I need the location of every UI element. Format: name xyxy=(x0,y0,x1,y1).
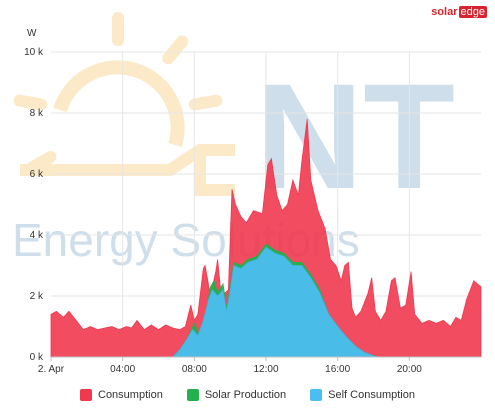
sun-arc xyxy=(53,60,185,148)
x-tick-label: 12:00 xyxy=(253,364,278,375)
brand-part-1: solar xyxy=(431,6,458,18)
chart-areas xyxy=(50,119,482,358)
legend-swatch xyxy=(310,389,323,401)
sun-plug-watermark-icon xyxy=(13,12,235,196)
sun-ray xyxy=(162,35,189,65)
y-tick-label: 6 k xyxy=(30,169,44,180)
y-tick-label: 4 k xyxy=(30,230,44,241)
y-tick-label: 0 k xyxy=(30,352,44,363)
sun-ray xyxy=(25,151,57,174)
legend-label: Self Consumption xyxy=(328,389,415,401)
y-tick-label: 2 k xyxy=(30,291,44,302)
sun-ray xyxy=(13,94,48,111)
plug-shape xyxy=(20,144,235,196)
brand-part-2: edge xyxy=(458,6,487,18)
legend-item-self-consumption[interactable]: Self Consumption xyxy=(310,389,415,401)
x-tick-label: 20:00 xyxy=(397,364,422,375)
x-tick-label: 16:00 xyxy=(325,364,350,375)
legend-swatch xyxy=(80,389,92,401)
area-self-consumption xyxy=(171,246,379,358)
x-tick-label: 2. Apr xyxy=(38,364,65,375)
y-tick-label: 8 k xyxy=(30,108,44,119)
chart-legend: Consumption Solar Production Self Consum… xyxy=(0,389,495,401)
y-tick-label: 10 k xyxy=(24,47,44,58)
sun-ray xyxy=(188,94,223,111)
x-tick-label: 08:00 xyxy=(182,364,207,375)
x-tick-label: 04:00 xyxy=(110,364,135,375)
area-consumption xyxy=(50,119,482,358)
watermark-big-text: NT xyxy=(255,52,455,220)
chart-axes: 0 k 2 k 4 k 6 k 8 k 10 k 2. Apr 04:00 08:00 12:00… xyxy=(24,47,481,375)
legend-label: Consumption xyxy=(98,389,163,401)
y-axis-unit-label: W xyxy=(27,28,37,39)
legend-item-consumption[interactable]: Consumption xyxy=(80,389,163,401)
legend-swatch xyxy=(186,389,199,401)
legend-item-solar-production[interactable]: Solar Production xyxy=(186,389,287,401)
legend-label: Solar Production xyxy=(204,389,287,401)
solaredge-logo[interactable]: solar edge xyxy=(431,6,487,18)
